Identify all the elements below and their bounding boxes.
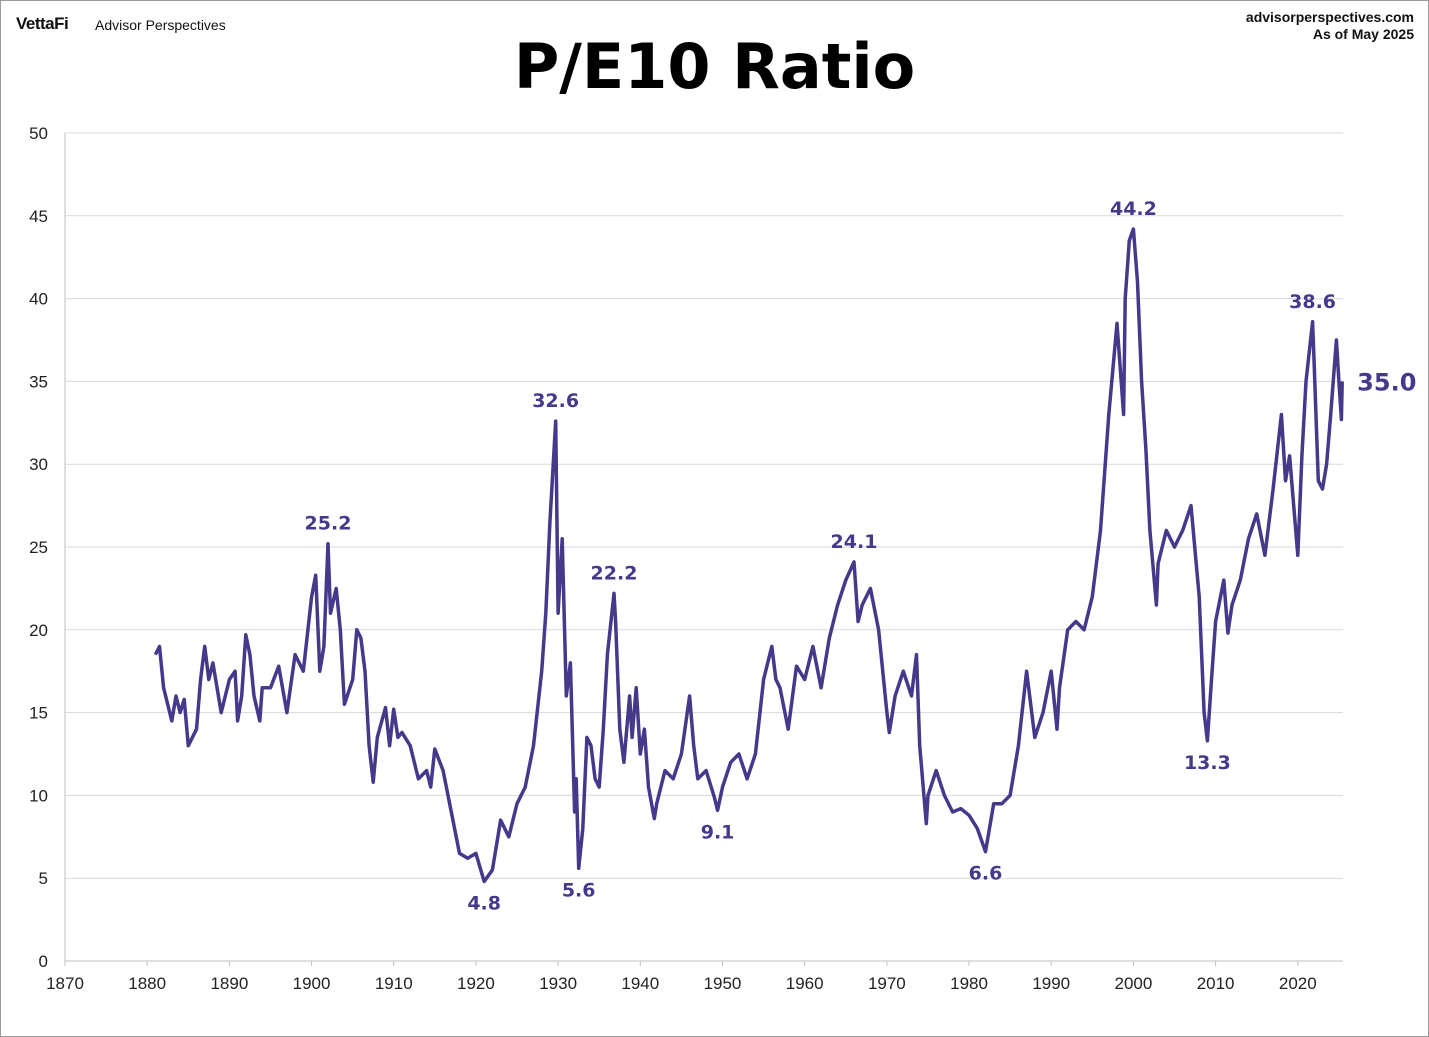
x-tick-label: 1890 bbox=[210, 974, 248, 993]
y-tick-label: 45 bbox=[29, 207, 48, 226]
x-tick-label: 2000 bbox=[1115, 974, 1153, 993]
data-label: 25.2 bbox=[305, 513, 352, 535]
x-tick-label: 1960 bbox=[786, 974, 824, 993]
x-tick-label: 2010 bbox=[1197, 974, 1235, 993]
y-tick-label: 25 bbox=[29, 538, 48, 557]
y-tick-label: 35 bbox=[29, 372, 48, 391]
pe10-series-line bbox=[153, 227, 1344, 884]
source-info: advisorperspectives.com As of May 2025 bbox=[1246, 9, 1414, 43]
x-tick-label: 1940 bbox=[621, 974, 659, 993]
x-tick-label: 1870 bbox=[46, 974, 84, 993]
y-tick-label: 20 bbox=[29, 621, 48, 640]
x-tick-label: 1910 bbox=[375, 974, 413, 993]
x-tick-label: 1880 bbox=[128, 974, 166, 993]
data-label: 4.8 bbox=[467, 893, 501, 915]
x-tick-label: 1990 bbox=[1032, 974, 1070, 993]
y-tick-label: 0 bbox=[39, 952, 48, 971]
data-label: 32.6 bbox=[532, 390, 579, 412]
data-label: 22.2 bbox=[591, 562, 638, 584]
data-label: 9.1 bbox=[701, 821, 735, 843]
y-tick-label: 10 bbox=[29, 786, 48, 805]
brand-name: Advisor Perspectives bbox=[95, 17, 226, 33]
data-label: 13.3 bbox=[1184, 752, 1231, 774]
x-tick-label: 1930 bbox=[539, 974, 577, 993]
as-of-date: As of May 2025 bbox=[1312, 26, 1414, 42]
y-tick-label: 50 bbox=[29, 124, 48, 143]
latest-value-label: 35.0 bbox=[1357, 368, 1416, 396]
vettafi-logo: VettaFi bbox=[16, 14, 69, 33]
x-tick-label: 1980 bbox=[950, 974, 988, 993]
chart-title: P/E10 Ratio bbox=[513, 30, 916, 103]
x-tick-label: 2020 bbox=[1279, 974, 1317, 993]
site-url: advisorperspectives.com bbox=[1245, 9, 1414, 25]
y-tick-label: 15 bbox=[29, 704, 48, 723]
data-label: 38.6 bbox=[1289, 291, 1336, 313]
data-label: 6.6 bbox=[969, 863, 1003, 885]
x-tick-label: 1920 bbox=[457, 974, 495, 993]
data-label: 5.6 bbox=[562, 879, 596, 901]
data-label: 24.1 bbox=[831, 531, 878, 553]
x-tick-label: 1970 bbox=[868, 974, 906, 993]
y-tick-label: 5 bbox=[39, 869, 48, 888]
x-tick-label: 1950 bbox=[704, 974, 742, 993]
y-tick-label: 40 bbox=[29, 290, 48, 309]
data-label: 44.2 bbox=[1110, 198, 1157, 220]
y-tick-label: 30 bbox=[29, 455, 48, 474]
x-tick-label: 1900 bbox=[293, 974, 331, 993]
